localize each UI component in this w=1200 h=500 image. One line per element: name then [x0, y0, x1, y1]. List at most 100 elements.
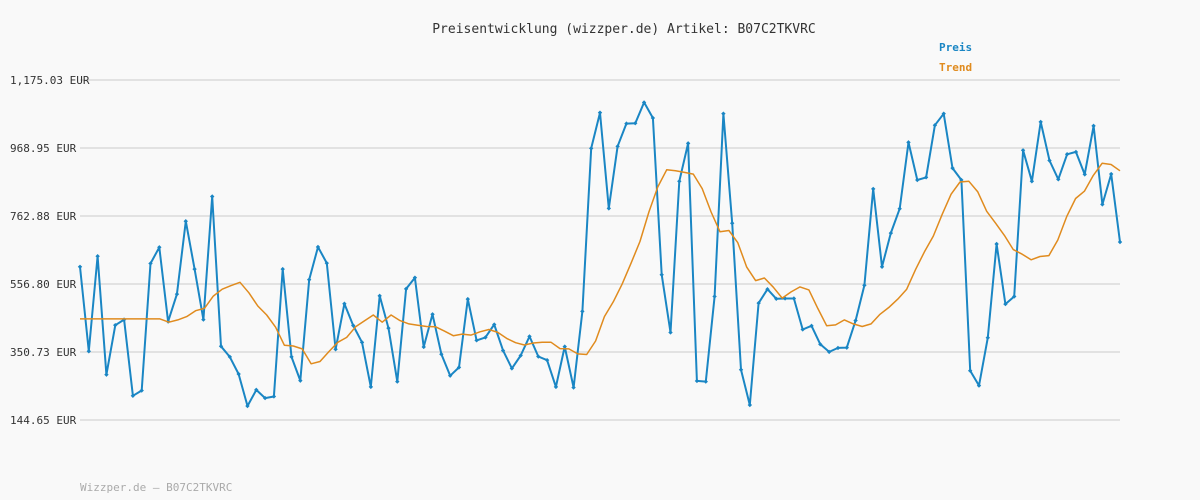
- data-point: [280, 266, 285, 272]
- y-tick-label: 144.65 EUR: [10, 414, 77, 427]
- data-point: [800, 327, 805, 332]
- data-point: [324, 260, 329, 266]
- data-point: [201, 317, 206, 322]
- data-point: [430, 312, 435, 317]
- y-axis: 1,175.03 EUR 968.95 EUR 762.88 EUR 556.80 E…: [10, 74, 90, 427]
- grid: [80, 79, 1120, 421]
- data-point: [615, 144, 620, 149]
- data-point: [685, 141, 691, 146]
- data-point: [694, 378, 700, 384]
- data-point: [509, 366, 515, 371]
- data-point: [86, 349, 92, 354]
- data-point: [544, 357, 550, 363]
- data-point: [897, 206, 902, 211]
- data-point: [1029, 179, 1035, 184]
- data-point: [932, 123, 938, 128]
- data-point: [377, 293, 382, 299]
- data-point: [254, 387, 259, 393]
- y-tick-label: 968.95 EUR: [10, 142, 77, 155]
- data-point: [456, 365, 462, 370]
- data-point: [562, 344, 567, 349]
- data-point: [976, 383, 982, 388]
- data-point: [703, 379, 708, 384]
- data-point: [659, 272, 664, 277]
- data-point: [950, 165, 955, 171]
- data-point: [315, 244, 321, 250]
- data-point: [553, 384, 559, 390]
- data-point: [879, 264, 885, 269]
- y-tick-label: 556.80 EUR: [10, 278, 77, 291]
- data-point: [888, 230, 894, 236]
- data-point: [835, 345, 841, 351]
- data-point: [826, 349, 832, 355]
- data-point: [403, 286, 409, 292]
- data-point: [298, 378, 303, 383]
- data-point: [1038, 119, 1043, 125]
- data-point: [192, 266, 197, 272]
- data-point: [1012, 294, 1017, 299]
- data-point: [712, 294, 717, 299]
- footer-credit: Wizzper.de – B07C2TKVRC: [80, 481, 232, 494]
- data-point: [677, 179, 682, 184]
- data-point: [306, 277, 312, 282]
- data-point: [1020, 148, 1026, 153]
- data-point: [174, 291, 180, 297]
- data-point: [985, 335, 990, 340]
- data-point: [492, 322, 497, 327]
- data-point: [421, 344, 426, 350]
- data-point: [862, 283, 867, 288]
- data-point: [218, 344, 224, 349]
- chart-title: Preisentwicklung (wizzper.de) Artikel: B…: [432, 22, 816, 37]
- data-point: [342, 301, 347, 306]
- data-point: [227, 354, 233, 360]
- data-point: [474, 338, 479, 343]
- data-point: [597, 110, 603, 115]
- data-point: [774, 296, 779, 301]
- data-point: [1073, 149, 1079, 155]
- data-point: [157, 245, 162, 250]
- data-point: [245, 403, 250, 409]
- legend-label-preis: Preis: [939, 41, 972, 54]
- data-point: [139, 388, 144, 393]
- data-point: [1003, 301, 1008, 307]
- data-point: [588, 146, 594, 151]
- data-point: [756, 300, 761, 306]
- data-point: [633, 121, 638, 126]
- data-point: [923, 175, 929, 180]
- data-point: [148, 261, 153, 266]
- data-point: [368, 384, 374, 390]
- data-point: [580, 309, 585, 314]
- data-point: [500, 348, 506, 353]
- data-point: [809, 323, 814, 329]
- data-point: [624, 121, 629, 126]
- data-point: [113, 322, 118, 328]
- data-point: [527, 334, 532, 339]
- data-point: [959, 177, 964, 183]
- data-point: [994, 241, 999, 247]
- data-point: [606, 206, 612, 211]
- series-preis: [77, 100, 1123, 409]
- data-point: [967, 368, 973, 373]
- data-point: [483, 335, 488, 340]
- y-tick-label: 350.73 EUR: [10, 346, 77, 359]
- data-point: [518, 353, 523, 358]
- data-point: [765, 287, 770, 292]
- data-point: [853, 318, 858, 323]
- data-point: [791, 296, 797, 301]
- series-trend: [80, 162, 1121, 365]
- data-point: [941, 111, 946, 116]
- data-point: [465, 296, 470, 302]
- data-point: [104, 372, 109, 377]
- y-tick-label: 762.88 EUR: [10, 210, 77, 223]
- data-point: [668, 330, 673, 335]
- data-point: [730, 221, 735, 226]
- data-point: [395, 379, 400, 384]
- data-point: [1091, 123, 1096, 129]
- data-point: [1056, 177, 1061, 182]
- data-point: [844, 345, 849, 350]
- y-tick-label: 1,175.03 EUR: [10, 74, 90, 87]
- data-point: [915, 177, 920, 183]
- data-point: [130, 393, 136, 398]
